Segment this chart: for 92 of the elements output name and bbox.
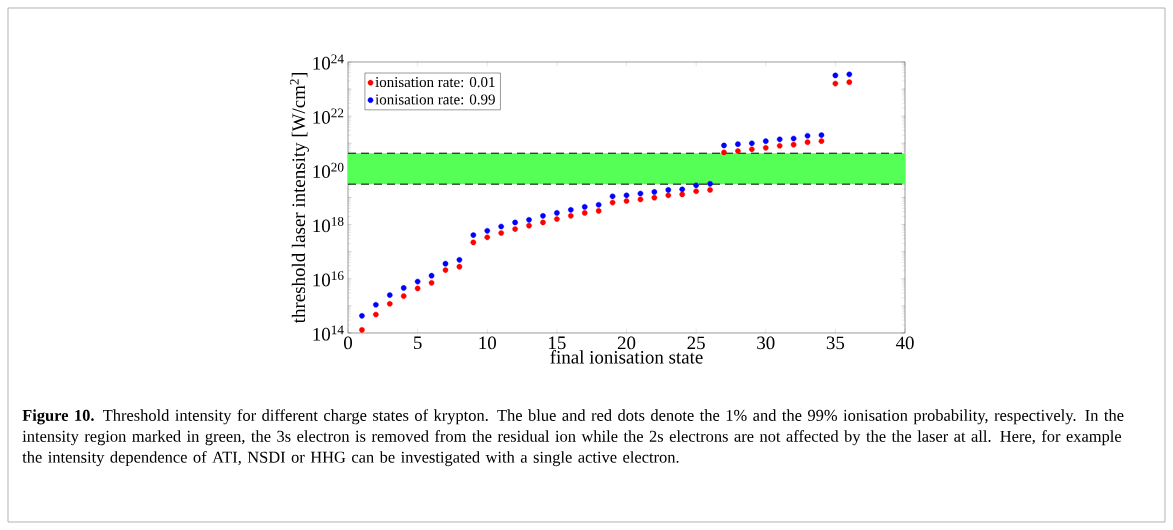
point bbox=[428, 280, 435, 286]
y-tick-label: 10$^{24}$ bbox=[313, 54, 344, 70]
y-tick-label: 10$^{20}$ bbox=[313, 162, 344, 178]
point bbox=[414, 285, 421, 292]
x-tick-label: 5 bbox=[414, 336, 422, 350]
point bbox=[623, 192, 630, 199]
point bbox=[373, 311, 379, 318]
x-tick-label: 15 bbox=[549, 336, 566, 350]
point bbox=[386, 300, 393, 307]
point bbox=[442, 267, 449, 273]
point bbox=[428, 272, 435, 279]
point bbox=[693, 182, 699, 189]
point bbox=[651, 194, 658, 201]
point bbox=[540, 213, 546, 219]
point bbox=[554, 216, 560, 222]
point bbox=[373, 301, 379, 308]
point bbox=[359, 327, 365, 333]
point bbox=[637, 190, 644, 197]
y-tick-label: 10$^{22}$ bbox=[313, 108, 344, 124]
point bbox=[721, 149, 727, 156]
point bbox=[735, 141, 741, 147]
point bbox=[776, 136, 783, 143]
y-tick-label: 10$^{14}$ bbox=[313, 325, 344, 341]
point bbox=[568, 213, 574, 219]
point bbox=[762, 138, 769, 144]
point bbox=[707, 187, 713, 193]
point bbox=[790, 141, 797, 148]
point bbox=[442, 260, 449, 267]
point bbox=[651, 189, 658, 195]
text: Figure 10. Threshold intensity for different charge states of krypton. The blue and red dots denote the 1% and the 99% ionisation probability, respectively. In the intensity region marked in green, the 3s electron is removed from the residual ion while the 2s electrons are not affected by the the laser at all. Here, for example the intensity dependence of ATI, NSDI or HHG can be investigated with a single active electron. bbox=[22, 409, 1124, 467]
point bbox=[484, 227, 491, 234]
point bbox=[568, 207, 574, 213]
point bbox=[595, 201, 602, 208]
point bbox=[818, 138, 825, 144]
point bbox=[665, 192, 672, 199]
point bbox=[470, 232, 477, 238]
x-tick-label: 35 bbox=[826, 336, 845, 350]
point bbox=[581, 210, 588, 216]
point bbox=[456, 257, 463, 263]
point bbox=[762, 145, 769, 151]
point bbox=[832, 72, 839, 79]
point bbox=[679, 186, 686, 193]
point bbox=[749, 146, 755, 153]
x-tick-label: 25 bbox=[687, 336, 705, 350]
point bbox=[414, 278, 421, 285]
point bbox=[749, 140, 755, 147]
point bbox=[400, 285, 407, 291]
x-axis-title: final ionisation state bbox=[550, 350, 703, 364]
point bbox=[609, 199, 616, 206]
point bbox=[818, 132, 825, 138]
x-tick-label: 40 bbox=[895, 336, 914, 350]
point bbox=[846, 71, 853, 78]
point bbox=[400, 293, 407, 299]
point bbox=[526, 222, 532, 229]
point bbox=[721, 142, 727, 149]
point bbox=[512, 226, 518, 232]
point bbox=[637, 196, 644, 203]
point bbox=[693, 188, 699, 195]
point bbox=[679, 191, 686, 198]
point bbox=[484, 234, 491, 241]
point bbox=[498, 223, 504, 230]
point bbox=[512, 219, 518, 226]
legend-label: ionisation rate: 0.99 bbox=[375, 94, 495, 105]
point bbox=[665, 187, 672, 193]
x-tick-label: 30 bbox=[757, 336, 775, 350]
point bbox=[776, 142, 783, 149]
point bbox=[540, 219, 546, 226]
point bbox=[804, 132, 811, 139]
x-tick-label: 0 bbox=[344, 336, 353, 350]
point bbox=[386, 292, 393, 298]
point bbox=[832, 80, 839, 87]
point bbox=[846, 79, 853, 85]
y-tick-label: 10$^{16}$ bbox=[313, 271, 344, 287]
point bbox=[359, 313, 365, 319]
point bbox=[735, 148, 741, 154]
legend-label: ionisation rate: 0.01 bbox=[375, 77, 495, 88]
point bbox=[623, 198, 630, 204]
point bbox=[498, 230, 504, 236]
point bbox=[554, 210, 560, 216]
point bbox=[581, 204, 588, 210]
x-tick-label: 10 bbox=[479, 336, 496, 350]
point bbox=[470, 239, 477, 246]
point bbox=[456, 263, 463, 270]
point bbox=[804, 139, 811, 145]
point bbox=[609, 193, 616, 200]
x-tick-label: 20 bbox=[617, 336, 636, 350]
point bbox=[790, 135, 797, 142]
point bbox=[595, 208, 602, 214]
y-tick-label: 10$^{18}$ bbox=[313, 216, 344, 233]
point bbox=[526, 217, 532, 223]
point bbox=[707, 180, 713, 187]
y-axis-title: threshold laser intensity [W/cm$^{2}$] bbox=[289, 73, 309, 324]
